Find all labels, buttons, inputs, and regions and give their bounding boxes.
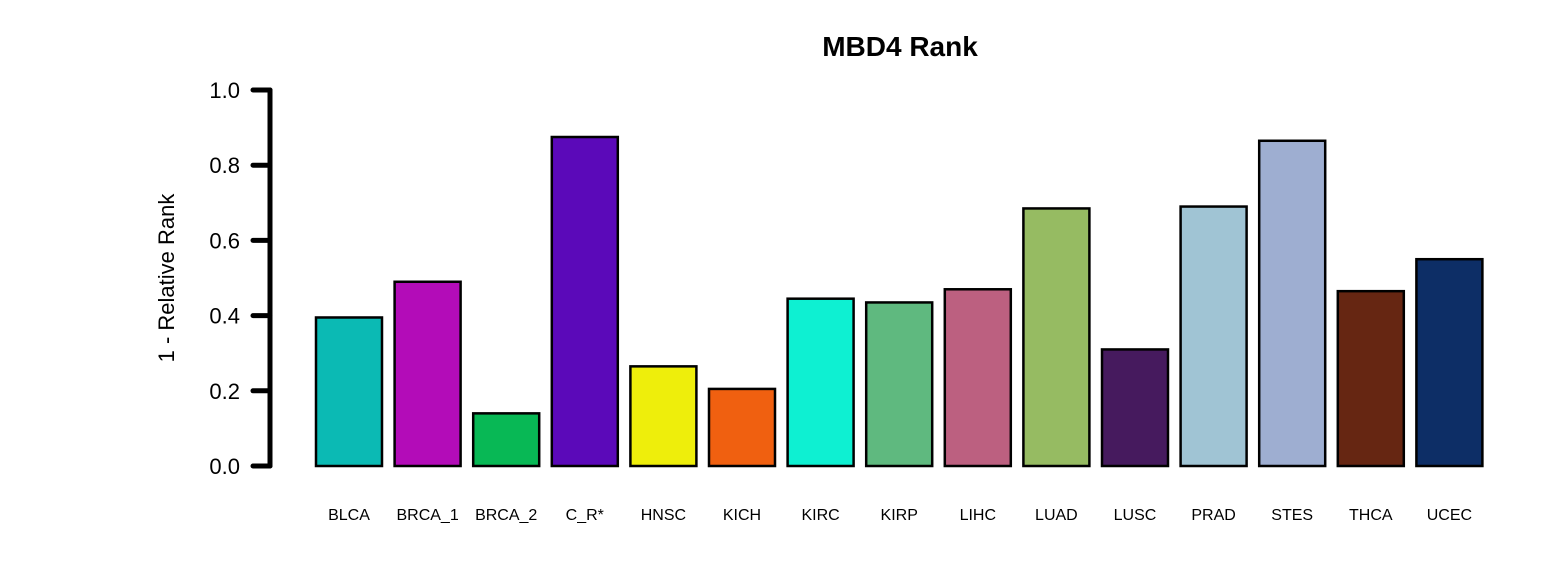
bar-luad: [1022, 207, 1091, 468]
x-tick-label: STES: [1271, 507, 1313, 524]
bar-kich: [707, 387, 777, 468]
x-tick-label: LUAD: [1035, 507, 1078, 524]
bar-prad: [1179, 205, 1248, 468]
bar-kirp: [864, 301, 934, 468]
y-tick-label: 0.6: [209, 228, 240, 253]
x-tick-label: BRCA_1: [396, 507, 458, 524]
chart-title: MBD4 Rank: [822, 31, 978, 62]
y-axis: 0.0 0.2 0.4 0.6 0.8 1.0: [209, 78, 273, 479]
x-tick-label: THCA: [1349, 507, 1393, 524]
bar-lusc: [1100, 348, 1170, 468]
x-tick-label: BRCA_2: [475, 507, 537, 524]
bar-thca: [1336, 289, 1406, 468]
bar-lihc: [943, 288, 1013, 468]
bar-stes: [1257, 139, 1327, 468]
y-axis-label: 1 - Relative Rank: [154, 193, 179, 363]
x-tick-label: LUSC: [1114, 507, 1157, 524]
x-tick-label: KIRC: [801, 507, 839, 524]
bar-hnsc: [629, 365, 698, 468]
x-tick-label: LIHC: [960, 507, 996, 524]
x-tick-label: C_R*: [566, 507, 604, 524]
bar-brca-1: [393, 280, 462, 468]
x-tick-label: HNSC: [641, 507, 686, 524]
x-tick-label: KIRP: [881, 507, 918, 524]
x-tick-label: BLCA: [328, 507, 370, 524]
y-tick-label: 1.0: [209, 78, 240, 103]
bar-c-r: [550, 135, 620, 468]
y-tick-label: 0.4: [209, 304, 240, 329]
y-tick-label: 0.2: [209, 379, 240, 404]
bar-blca: [314, 316, 384, 468]
bar-brca-2: [471, 412, 541, 468]
x-tick-label: UCEC: [1427, 507, 1472, 524]
y-tick-label: 0.0: [209, 454, 240, 479]
x-tick-label: PRAD: [1191, 507, 1235, 524]
bar-ucec: [1415, 257, 1484, 468]
bar-kirc: [786, 297, 855, 468]
y-tick-label: 0.8: [209, 153, 240, 178]
x-tick-labels: BLCA BRCA_1 BRCA_2 C_R* HNSC KICH KIRC KIRP LIHC…: [328, 507, 1472, 524]
bars-group: [314, 135, 1484, 468]
x-tick-label: KICH: [723, 507, 761, 524]
